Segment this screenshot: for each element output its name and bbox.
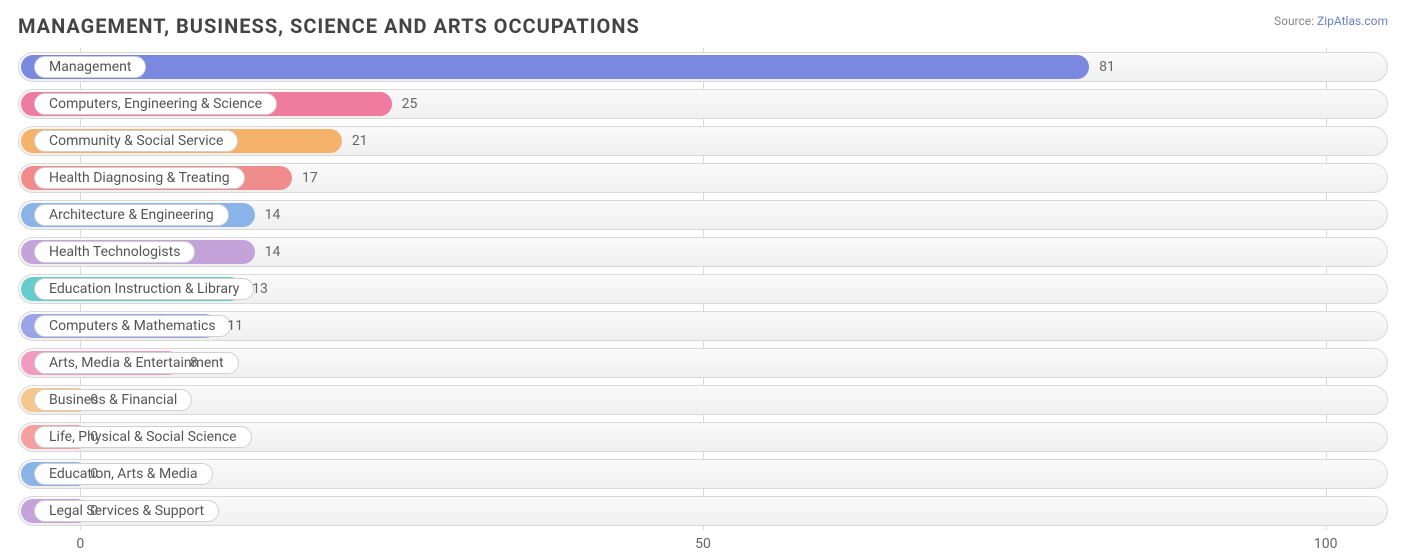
bar-value-label: 0 <box>90 503 98 519</box>
bar-label-pill: Management <box>34 56 146 78</box>
bar-fill <box>21 55 1089 79</box>
bar-row: Computers & Mathematics11 <box>18 311 1388 341</box>
axis-tick-label: 50 <box>695 536 711 552</box>
bar-value-label: 11 <box>227 318 243 334</box>
bar-value-label: 14 <box>265 244 281 260</box>
chart-source: Source: ZipAtlas.com <box>1274 14 1388 28</box>
chart-title: MANAGEMENT, BUSINESS, SCIENCE AND ARTS O… <box>18 14 1388 38</box>
bar-row: Community & Social Service 21 <box>18 126 1388 156</box>
chart-container: MANAGEMENT, BUSINESS, SCIENCE AND ARTS O… <box>0 0 1406 558</box>
axis-tick-label: 0 <box>76 536 84 552</box>
bars-group: Management 81 Computers, Engineering & Sci… <box>18 48 1388 530</box>
bar-track <box>18 459 1388 489</box>
bar-value-label: 0 <box>90 392 98 408</box>
bar-value-label: 17 <box>302 170 318 186</box>
bar-row: Computers, Engineering & Science 25 <box>18 89 1388 119</box>
bar-track <box>18 496 1388 526</box>
bar-row: Life, Physical & Social Science0 <box>18 422 1388 452</box>
bar-label-pill: Community & Social Service <box>34 130 238 152</box>
bar-label-pill: Arts, Media & Entertainment <box>34 352 239 374</box>
bar-value-label: 0 <box>90 429 98 445</box>
bar-value-label: 25 <box>402 96 418 112</box>
bar-label-pill: Health Technologists <box>34 241 195 263</box>
bar-label-pill: Legal Services & Support <box>34 500 219 522</box>
plot-area: 050100 Management81Computers, Engineerin… <box>18 48 1388 530</box>
bar-row: Arts, Media & Entertainment8 <box>18 348 1388 378</box>
bar-row: Health Diagnosing & Treating 17 <box>18 163 1388 193</box>
bar-row: Education, Arts & Media0 <box>18 459 1388 489</box>
bar-label-pill: Business & Financial <box>34 389 192 411</box>
bar-value-label: 0 <box>90 466 98 482</box>
source-link[interactable]: ZipAtlas.com <box>1317 14 1388 28</box>
bar-track <box>18 385 1388 415</box>
axis-tick-label: 100 <box>1314 536 1338 552</box>
bar-row: Management 81 <box>18 52 1388 82</box>
bar-value-label: 13 <box>252 281 268 297</box>
bar-label-pill: Health Diagnosing & Treating <box>34 167 245 189</box>
bar-row: Health Technologists 14 <box>18 237 1388 267</box>
source-prefix: Source: <box>1274 14 1317 28</box>
bar-label-pill: Computers & Mathematics <box>34 315 231 337</box>
bar-row: Education Instruction & Library13 <box>18 274 1388 304</box>
bar-value-label: 81 <box>1099 59 1115 75</box>
bar-value-label: 8 <box>190 355 198 371</box>
bar-row: Business & Financial0 <box>18 385 1388 415</box>
bar-label-pill: Architecture & Engineering <box>34 204 229 226</box>
bar-value-label: 21 <box>352 133 368 149</box>
bar-label-pill: Computers, Engineering & Science <box>34 93 277 115</box>
bar-label-pill: Life, Physical & Social Science <box>34 426 252 448</box>
bar-row: Legal Services & Support0 <box>18 496 1388 526</box>
bar-label-pill: Education Instruction & Library <box>34 278 254 300</box>
bar-row: Architecture & Engineering 14 <box>18 200 1388 230</box>
bar-value-label: 14 <box>265 207 281 223</box>
bar-label-pill: Education, Arts & Media <box>34 463 213 485</box>
